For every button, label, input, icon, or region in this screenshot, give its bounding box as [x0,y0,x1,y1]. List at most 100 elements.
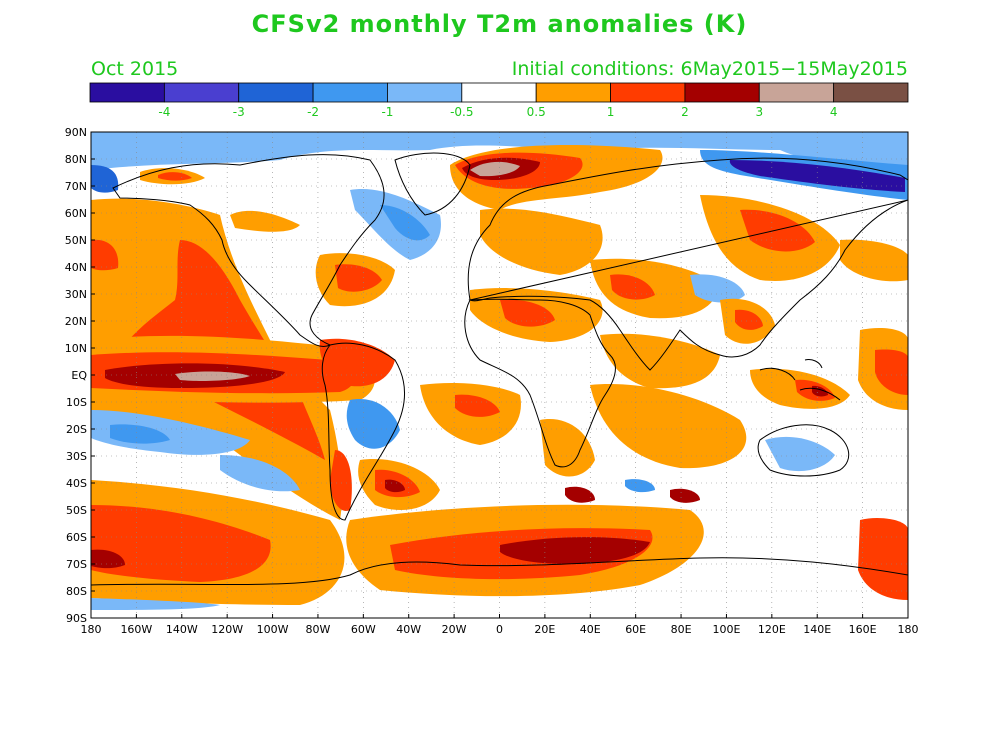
legend-tick-label: 1 [607,105,615,119]
lat-label: 90S [66,612,87,625]
lat-label: 70S [66,558,87,571]
nw-pacific-warm [840,239,908,282]
lon-label: 140W [166,623,198,636]
grid-lines [91,132,908,618]
arabian-sea-warm [600,333,720,389]
beaufort-warm-core [158,172,192,181]
lon-label: 160E [849,623,877,636]
legend-swatch [535,82,611,103]
legend-tick-label: 4 [830,105,838,119]
coast-australia [757,424,850,477]
lat-label: 20S [66,423,87,436]
lon-label: 120E [758,623,786,636]
lon-label: 140E [803,623,831,636]
south-pacific-cold [91,410,250,455]
lat-label: 50S [66,504,87,517]
siberia-warm-core [740,209,815,252]
east-us-warm-core [335,264,382,292]
south-indian-cold [625,479,655,493]
tropical-atlantic-warm-core [455,394,500,417]
southern-ocean-hot-west [91,549,125,569]
lat-label: 30S [66,450,87,463]
lat-label: EQ [71,369,87,382]
coast-north-america [112,154,385,348]
lat-label: 20N [65,315,87,328]
legend-tick-label: 0.5 [527,105,546,119]
lon-label: 160W [120,623,152,636]
southern-ocean-east-warm [858,518,908,600]
central-pacific-warm-core [875,349,908,395]
latitude-labels: 90N 80N 70N 60N 50N 40N 30N 20N 10N EQ 10S 20S 30S 40… [65,126,95,625]
legend-tick-label: -4 [158,105,170,119]
lon-label: 40W [396,623,421,636]
barents-extreme-warm [470,161,520,177]
lat-label: 80N [65,153,87,166]
north-pacific-warm-west [91,239,119,271]
lat-label: 70N [65,180,87,193]
lat-label: 50N [65,234,87,247]
canada-warm [230,210,300,232]
legend-swatch [238,82,314,103]
east-siberia-strong-cold [729,160,905,192]
legend-swatch [89,82,165,103]
map-title: CFSv2 monthly T2m anomalies (K) [251,10,748,38]
lat-label: 60S [66,531,87,544]
legend-swatch [758,82,835,103]
middle-east-hot [610,274,655,300]
lon-label: 120W [211,623,243,636]
lat-label: 80S [66,585,87,598]
lon-label: 180 [81,623,102,636]
legend-swatch [833,82,909,103]
lon-label: 80W [306,623,331,636]
southern-ocean-central-hot [500,537,650,565]
lon-label: 60E [625,623,646,636]
legend-swatch [610,82,686,103]
coast-eurasia [467,157,908,371]
legend-swatch [387,82,463,103]
legend-tick-label: 3 [755,105,763,119]
longitude-labels: 180 160W 140W 120W 100W 80W 60W 40W 20W 0 20E 40E 60… [81,614,919,636]
southern-ocean-warm-west [91,505,271,582]
lon-label: 80E [671,623,692,636]
south-atlantic-hot [385,479,405,493]
forecast-month-label: Oct 2015 [91,58,179,80]
anomaly-field [91,132,908,618]
brazil-cold [346,399,400,449]
coastlines [91,152,908,586]
argentina-warm [330,450,352,511]
lon-label: 100W [257,623,289,636]
lon-label: 20E [534,623,555,636]
southern-ocean-hot-spot [565,486,595,503]
legend-swatch [461,82,537,103]
initial-conditions-label: Initial conditions: 6May2015−15May2015 [511,58,908,80]
labrador-cold-core [380,205,430,241]
lon-label: 0 [496,623,503,636]
lon-label: 60W [351,623,376,636]
lat-label: 10N [65,342,87,355]
coast-antarctica [91,557,908,586]
amazon-warm [319,338,395,387]
south-pacific-cold-core [110,424,170,444]
coast-maritime-islands [759,359,841,401]
legend-tick-label: -0.5 [450,105,473,119]
coast-africa [464,298,616,468]
legend-labels: -4 -3 -2 -1 -0.5 0.5 1 2 3 4 [158,105,837,119]
europe-warm [480,208,603,275]
legend-swatch [163,82,240,103]
legend-tick-label: -2 [307,105,319,119]
legend-swatch [684,82,760,103]
indian-ocean-warm [590,384,747,469]
lat-label: 10S [66,396,87,409]
el-nino-peak [175,371,250,381]
legend-swatch [312,82,388,103]
lat-label: 40N [65,261,87,274]
coast-greenland [394,152,471,216]
antarctic-cold-strip [91,598,220,610]
east-china-warm-core [735,309,763,330]
legend-tick-label: 2 [681,105,689,119]
central-asia-cold [690,274,745,303]
color-legend [89,82,909,103]
legend-tick-label: -3 [233,105,245,119]
lon-label: 100E [712,623,740,636]
